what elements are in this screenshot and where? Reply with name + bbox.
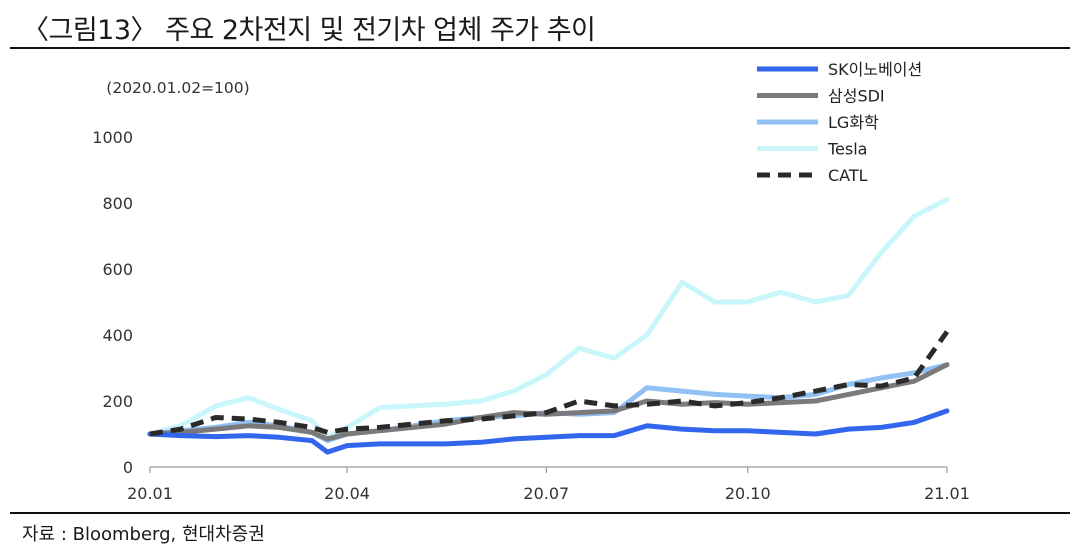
x-tick-label: 20.01 — [127, 484, 173, 503]
y-tick-label: 600 — [102, 260, 133, 279]
legend-label: CATL — [828, 166, 868, 185]
series-lines — [147, 197, 950, 455]
figure-title: 〈그림13〉 주요 2차전지 및 전기차 업체 주가 추이 — [22, 15, 596, 46]
series-line — [147, 408, 950, 455]
footer-divider — [10, 512, 1070, 514]
unit-note: (2020.01.02=100) — [106, 79, 249, 97]
legend-label: Tesla — [827, 140, 867, 159]
x-tick-label: 20.10 — [725, 484, 771, 503]
x-tick-label: 21.01 — [924, 484, 970, 503]
x-tick-label: 20.07 — [523, 484, 569, 503]
line-chart: (2020.01.02=100) 0 200 400 600 800 1000 20.01… — [92, 60, 970, 503]
series-line — [147, 197, 950, 440]
legend-label: 삼성SDI — [828, 87, 885, 106]
y-tick-label: 800 — [102, 194, 133, 213]
y-axis: 0 200 400 600 800 1000 — [92, 128, 133, 477]
x-axis: 20.01 20.04 20.07 20.10 21.01 — [127, 466, 970, 503]
series-line — [149, 330, 950, 437]
legend-label: SK이노베이션 — [828, 60, 922, 79]
source-note: 자료 : Bloomberg, 현대차증권 — [22, 524, 265, 545]
x-tick-label: 20.04 — [324, 484, 370, 503]
y-tick-label: 200 — [102, 392, 133, 411]
y-tick-label: 400 — [102, 326, 133, 345]
title-divider — [10, 47, 1070, 49]
y-tick-label: 0 — [123, 458, 133, 477]
legend-label: LG화학 — [828, 113, 879, 132]
y-tick-label: 1000 — [92, 128, 133, 147]
